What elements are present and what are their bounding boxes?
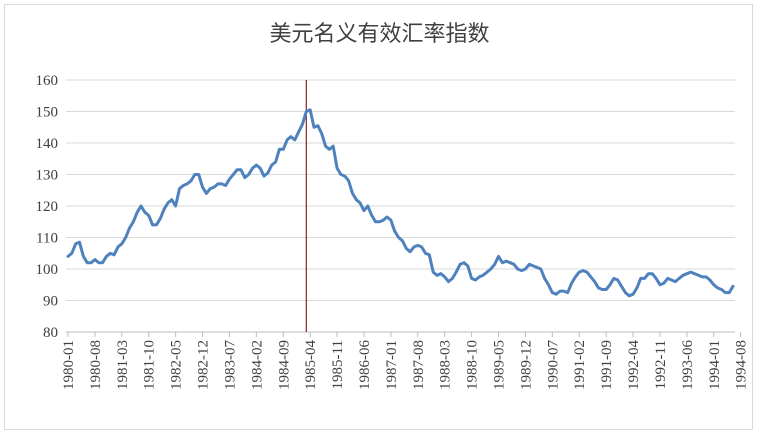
x-tick-label: 1981-10 bbox=[142, 340, 158, 390]
x-tick-label: 1988-03 bbox=[438, 340, 454, 390]
series-line bbox=[66, 108, 735, 298]
y-tick-label: 130 bbox=[36, 168, 59, 184]
y-tick-label: 160 bbox=[36, 73, 59, 89]
x-tick-label: 1994-08 bbox=[734, 340, 750, 390]
x-tick-label: 1984-02 bbox=[249, 340, 265, 390]
y-tick-label: 80 bbox=[43, 325, 58, 341]
y-tick-labels: 80 90 100 110 120 130 140 150 160 bbox=[36, 73, 59, 341]
x-tick-label: 1993-06 bbox=[680, 340, 696, 390]
chart-marks bbox=[66, 80, 735, 332]
x-tick-label: 1991-02 bbox=[572, 340, 588, 390]
y-tick-label: 140 bbox=[36, 136, 59, 152]
x-tick-label: 1992-04 bbox=[626, 340, 642, 390]
x-tick-label: 1984-09 bbox=[276, 340, 292, 390]
x-tick-label: 1989-05 bbox=[492, 340, 508, 390]
y-tick-label: 90 bbox=[43, 294, 58, 310]
y-tick-label: 100 bbox=[36, 262, 59, 278]
y-tick-label: 150 bbox=[36, 105, 59, 121]
x-tick-label: 1985-11 bbox=[330, 340, 346, 389]
gridlines bbox=[66, 79, 742, 337]
x-tick-label: 1986-06 bbox=[357, 340, 373, 390]
y-tick-label: 110 bbox=[36, 231, 58, 247]
x-tick-label: 1982-12 bbox=[196, 340, 212, 390]
x-tick-label: 1982-05 bbox=[169, 340, 185, 390]
x-tick-label: 1989-12 bbox=[518, 340, 534, 390]
x-tick-label: 1981-03 bbox=[115, 340, 131, 390]
x-tick-label: 1980-01 bbox=[61, 340, 77, 390]
x-tick-label: 1987-08 bbox=[411, 340, 427, 390]
x-tick-label: 1983-07 bbox=[222, 340, 238, 390]
chart-title: 美元名义有效汇率指数 bbox=[269, 22, 490, 47]
x-tick-label: 1987-01 bbox=[384, 340, 400, 390]
x-tick-label: 1990-07 bbox=[545, 340, 561, 390]
x-tick-label: 1985-04 bbox=[303, 340, 319, 390]
x-tick-label: 1980-08 bbox=[88, 340, 104, 390]
x-tick-label: 1991-09 bbox=[599, 340, 615, 390]
x-tick-label: 1994-01 bbox=[707, 340, 723, 390]
x-tick-labels: 1980-01 1980-08 1981-03 1981-10 1982-05 1982-… bbox=[61, 340, 750, 390]
x-tick-label: 1988-10 bbox=[465, 340, 481, 390]
chart-frame bbox=[4, 4, 753, 430]
x-tick-label: 1992-11 bbox=[653, 340, 669, 389]
y-tick-label: 120 bbox=[36, 199, 59, 215]
